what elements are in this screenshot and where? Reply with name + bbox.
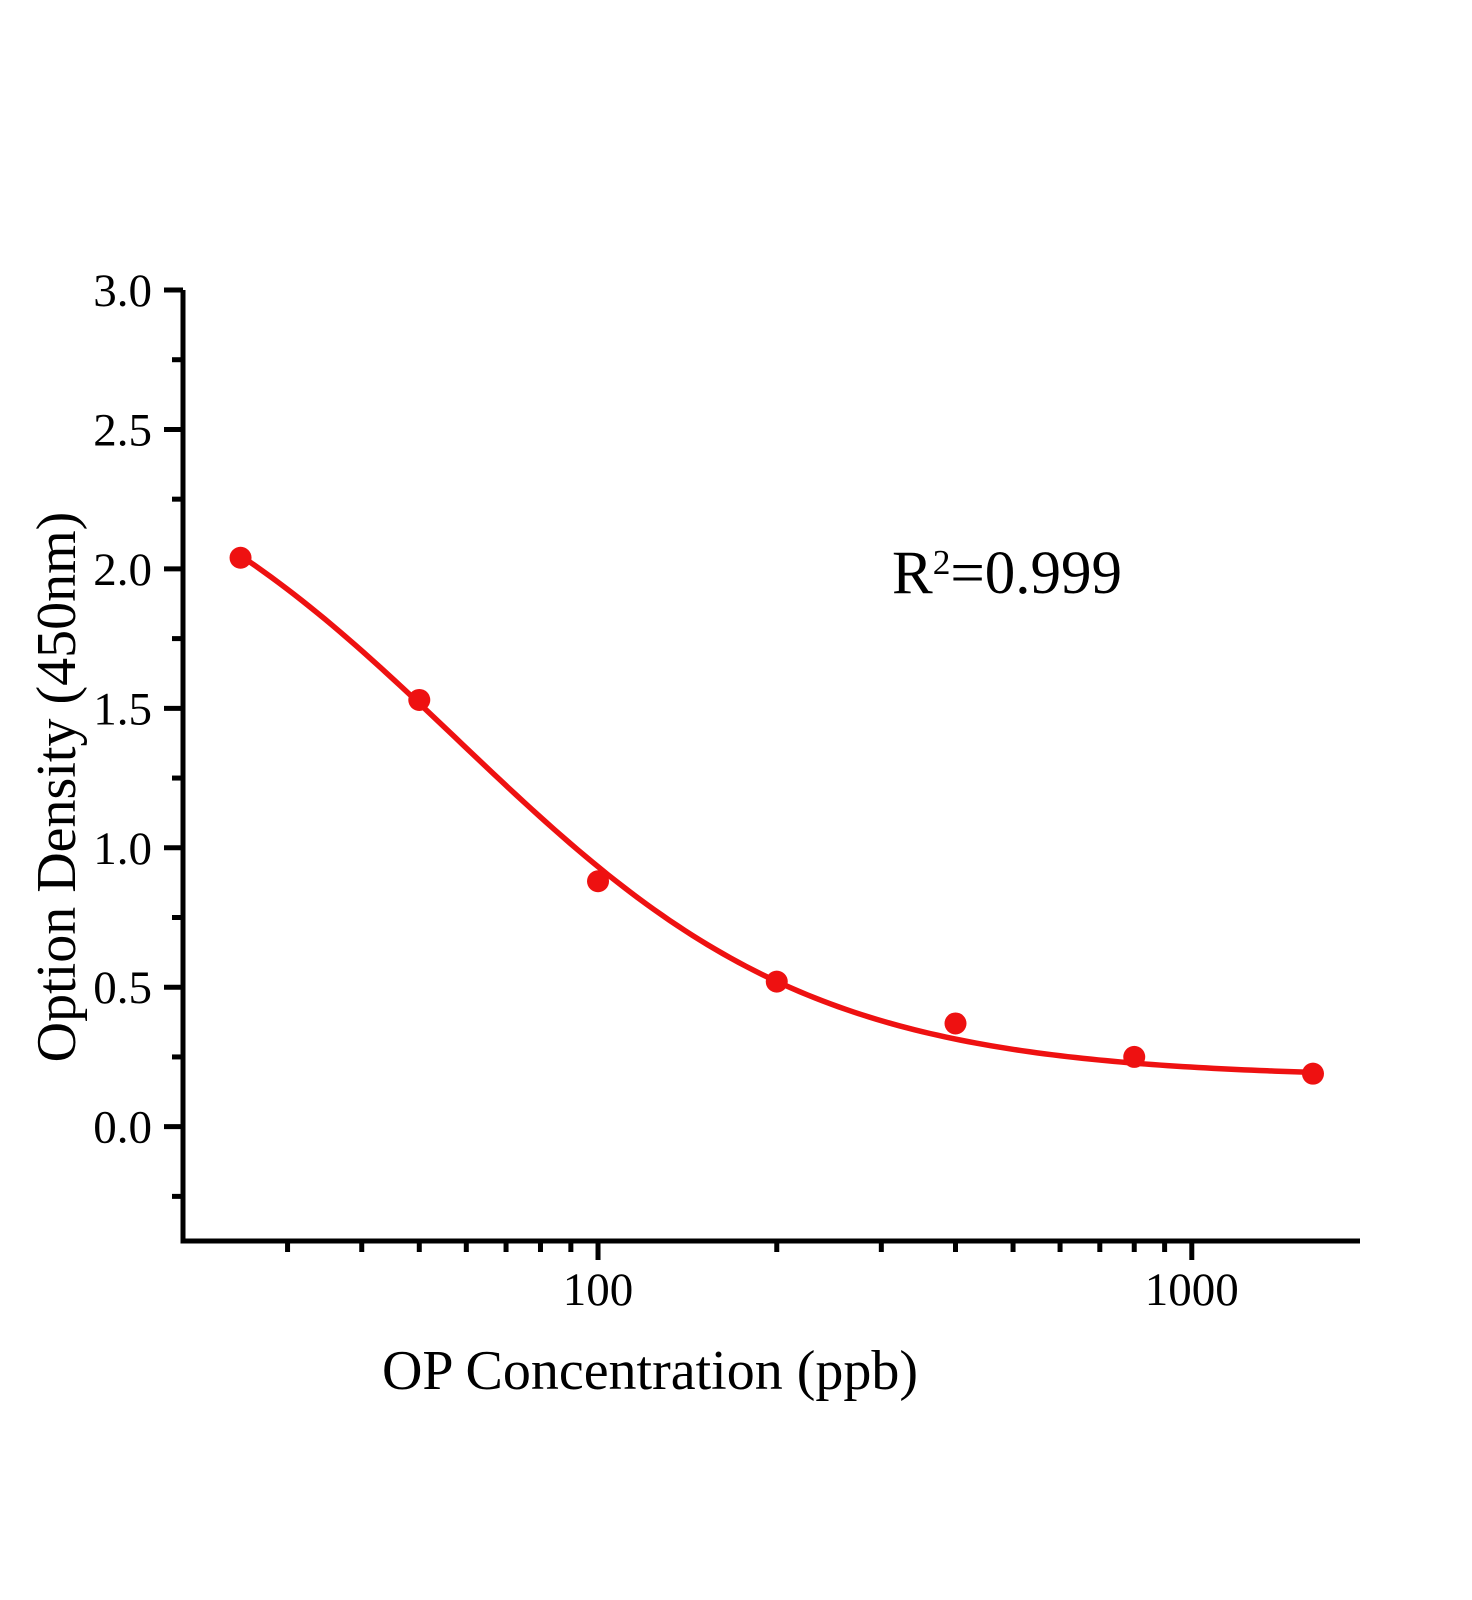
x-tick-label: 100 bbox=[563, 1264, 634, 1316]
data-point bbox=[1301, 1062, 1324, 1085]
y-axis-title: Option Density (450nm) bbox=[26, 511, 88, 1063]
data-point bbox=[408, 688, 431, 711]
fit-curve bbox=[237, 552, 1316, 1076]
y-tick-label: 0.5 bbox=[93, 962, 152, 1014]
data-point bbox=[944, 1012, 967, 1035]
data-point bbox=[229, 546, 252, 569]
data-point bbox=[1123, 1045, 1146, 1068]
y-tick-label: 0.0 bbox=[93, 1102, 152, 1154]
r-squared-base: R bbox=[892, 540, 933, 607]
x-tick-label: 1000 bbox=[1145, 1264, 1239, 1316]
r-squared-exponent: 2 bbox=[932, 541, 951, 582]
y-tick-label: 3.0 bbox=[93, 265, 152, 317]
r-squared-annotation: R2=0.999 bbox=[892, 543, 1122, 604]
y-tick-label: 1.0 bbox=[93, 823, 152, 875]
x-axis-title: OP Concentration (ppb) bbox=[381, 1340, 919, 1402]
data-point bbox=[587, 870, 610, 893]
y-tick-label: 2.5 bbox=[93, 404, 152, 456]
r-squared-value: =0.999 bbox=[950, 540, 1123, 607]
y-tick-label: 2.0 bbox=[93, 544, 152, 596]
y-tick-label: 1.5 bbox=[93, 683, 152, 735]
data-point bbox=[765, 970, 788, 993]
